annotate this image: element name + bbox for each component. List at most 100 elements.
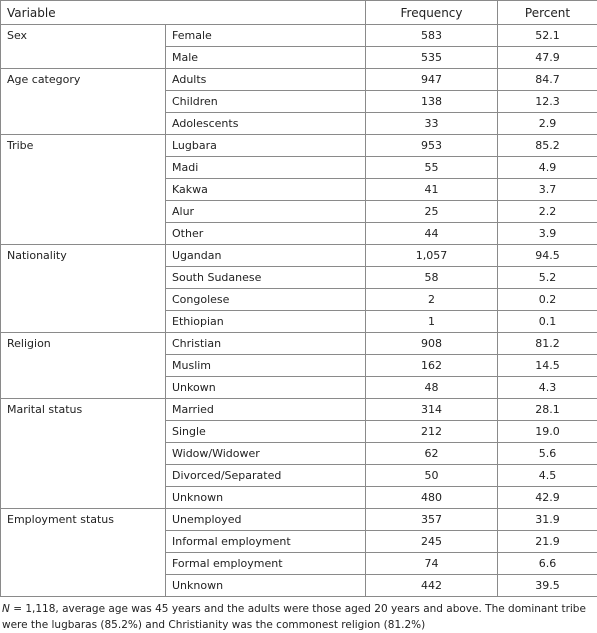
frequency-cell: 138 xyxy=(366,91,498,113)
percent-cell: 19.0 xyxy=(498,421,597,443)
category-cell: Christian xyxy=(166,333,366,355)
category-cell: Madi xyxy=(166,157,366,179)
percent-cell: 47.9 xyxy=(498,47,597,69)
footnote-italic: N xyxy=(2,603,10,615)
frequency-cell: 2 xyxy=(366,289,498,311)
percent-cell: 6.6 xyxy=(498,553,597,575)
percent-cell: 5.6 xyxy=(498,443,597,465)
percent-cell: 28.1 xyxy=(498,399,597,421)
header-cell: Frequency xyxy=(366,1,498,25)
category-cell: Single xyxy=(166,421,366,443)
category-cell: Informal employment xyxy=(166,531,366,553)
percent-cell: 39.5 xyxy=(498,575,597,597)
frequency-cell: 947 xyxy=(366,69,498,91)
category-cell: Congolese xyxy=(166,289,366,311)
variable-cell: Nationality xyxy=(1,245,166,333)
frequency-cell: 314 xyxy=(366,399,498,421)
category-cell: Female xyxy=(166,25,366,47)
frequency-cell: 1 xyxy=(366,311,498,333)
percent-cell: 81.2 xyxy=(498,333,597,355)
frequency-cell: 62 xyxy=(366,443,498,465)
frequency-cell: 908 xyxy=(366,333,498,355)
percent-cell: 3.7 xyxy=(498,179,597,201)
variable-cell: Marital status xyxy=(1,399,166,509)
frequency-cell: 55 xyxy=(366,157,498,179)
category-cell: Lugbara xyxy=(166,135,366,157)
frequency-cell: 25 xyxy=(366,201,498,223)
frequency-cell: 33 xyxy=(366,113,498,135)
category-cell: Children xyxy=(166,91,366,113)
category-cell: Kakwa xyxy=(166,179,366,201)
frequency-cell: 50 xyxy=(366,465,498,487)
footnote-text: = 1,118, average age was 45 years and th… xyxy=(2,603,586,631)
category-cell: Male xyxy=(166,47,366,69)
percent-cell: 4.5 xyxy=(498,465,597,487)
frequency-cell: 48 xyxy=(366,377,498,399)
frequency-cell: 162 xyxy=(366,355,498,377)
percent-cell: 12.3 xyxy=(498,91,597,113)
category-cell: Adolescents xyxy=(166,113,366,135)
variable-cell: Employment status xyxy=(1,509,166,597)
frequency-cell: 442 xyxy=(366,575,498,597)
category-cell: Ugandan xyxy=(166,245,366,267)
category-cell: South Sudanese xyxy=(166,267,366,289)
category-cell: Unemployed xyxy=(166,509,366,531)
percent-cell: 5.2 xyxy=(498,267,597,289)
footnote: N = 1,118, average age was 45 years and … xyxy=(0,597,597,633)
header-cell: Percent xyxy=(498,1,597,25)
frequency-cell: 74 xyxy=(366,553,498,575)
percent-cell: 14.5 xyxy=(498,355,597,377)
frequency-cell: 58 xyxy=(366,267,498,289)
percent-cell: 0.1 xyxy=(498,311,597,333)
percent-cell: 3.9 xyxy=(498,223,597,245)
category-cell: Formal employment xyxy=(166,553,366,575)
header-row: Variable Frequency Percent xyxy=(1,1,597,25)
frequency-cell: 212 xyxy=(366,421,498,443)
category-cell: Widow/Widower xyxy=(166,443,366,465)
frequency-cell: 480 xyxy=(366,487,498,509)
frequency-cell: 245 xyxy=(366,531,498,553)
category-cell: Divorced/Separated xyxy=(166,465,366,487)
variable-cell: Tribe xyxy=(1,135,166,245)
category-cell: Muslim xyxy=(166,355,366,377)
percent-cell: 94.5 xyxy=(498,245,597,267)
frequency-cell: 583 xyxy=(366,25,498,47)
category-cell: Other xyxy=(166,223,366,245)
category-cell: Unkown xyxy=(166,377,366,399)
variable-cell: Sex xyxy=(1,25,166,69)
percent-cell: 52.1 xyxy=(498,25,597,47)
variable-cell: Age category xyxy=(1,69,166,135)
frequency-cell: 1,057 xyxy=(366,245,498,267)
category-cell: Unknown xyxy=(166,575,366,597)
percent-cell: 42.9 xyxy=(498,487,597,509)
frequency-cell: 357 xyxy=(366,509,498,531)
percent-cell: 2.9 xyxy=(498,113,597,135)
percent-cell: 85.2 xyxy=(498,135,597,157)
frequency-cell: 535 xyxy=(366,47,498,69)
percent-cell: 2.2 xyxy=(498,201,597,223)
category-cell: Ethiopian xyxy=(166,311,366,333)
variable-cell: Religion xyxy=(1,333,166,399)
percent-cell: 0.2 xyxy=(498,289,597,311)
percent-cell: 4.3 xyxy=(498,377,597,399)
category-cell: Married xyxy=(166,399,366,421)
percent-cell: 21.9 xyxy=(498,531,597,553)
frequency-cell: 41 xyxy=(366,179,498,201)
category-cell: Unknown xyxy=(166,487,366,509)
frequency-cell: 953 xyxy=(366,135,498,157)
percent-cell: 84.7 xyxy=(498,69,597,91)
percent-cell: 31.9 xyxy=(498,509,597,531)
header-cell: Variable xyxy=(1,1,366,25)
category-cell: Alur xyxy=(166,201,366,223)
category-cell: Adults xyxy=(166,69,366,91)
frequency-cell: 44 xyxy=(366,223,498,245)
